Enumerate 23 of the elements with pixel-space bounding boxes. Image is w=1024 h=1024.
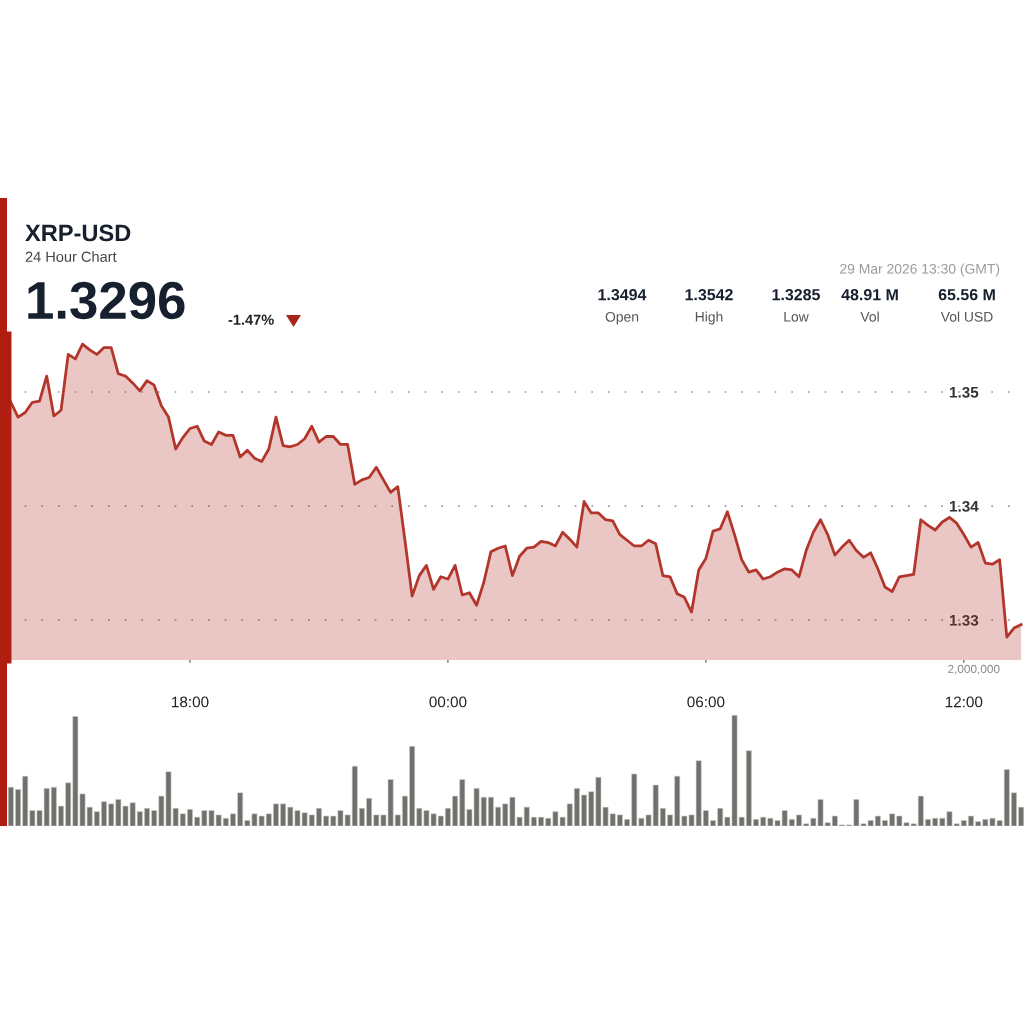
chart-subtitle: 24 Hour Chart <box>25 251 117 262</box>
text: 65.56 M <box>938 288 995 301</box>
text: 1.3285 <box>772 288 820 301</box>
text: 1.3494 <box>598 288 647 301</box>
y-tick-label: 1.35 <box>949 386 979 398</box>
text: -1.47% <box>228 314 274 325</box>
text: Vol <box>860 311 879 322</box>
x-tick-label: 06:00 <box>687 696 725 708</box>
x-tick-label: 12:00 <box>945 696 983 708</box>
text: Low <box>784 312 809 322</box>
x-tick-label: 00:00 <box>429 696 467 708</box>
y-tick-label: 1.33 <box>949 614 979 626</box>
y-tick-label: 1.34 <box>949 500 979 512</box>
text: 29 Mar 2026 13:30 (GMT) <box>840 263 1000 277</box>
text: 1.3296 <box>28 281 185 320</box>
text: Vol USD <box>940 311 993 322</box>
text: High <box>695 311 723 325</box>
text: 2,000,000 <box>948 664 1000 675</box>
text: 1.3542 <box>685 288 733 301</box>
chart-title: XRP-USD <box>25 224 131 242</box>
text: 48.91 M <box>841 288 898 301</box>
text: Open <box>605 311 639 325</box>
x-tick-label: 18:00 <box>172 696 209 708</box>
